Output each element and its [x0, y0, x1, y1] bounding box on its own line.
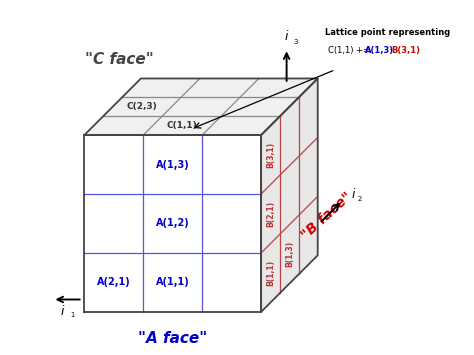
Text: A(1,3): A(1,3)	[156, 159, 190, 170]
Text: Lattice point representing: Lattice point representing	[325, 28, 450, 37]
Text: A(1,1): A(1,1)	[156, 277, 190, 288]
Text: $_3$: $_3$	[293, 37, 299, 47]
Text: C(1,1): C(1,1)	[167, 121, 198, 130]
Text: $i$: $i$	[60, 304, 66, 318]
Polygon shape	[261, 78, 318, 312]
Text: B(2,1): B(2,1)	[266, 201, 275, 227]
Polygon shape	[84, 135, 261, 312]
Polygon shape	[84, 78, 318, 135]
Text: ·: ·	[388, 47, 391, 55]
Text: A(2,1): A(2,1)	[97, 277, 131, 288]
Text: A(1,2): A(1,2)	[156, 218, 190, 229]
Text: B(1,1): B(1,1)	[266, 260, 275, 286]
Text: C(2,3): C(2,3)	[127, 102, 157, 111]
Text: $i$: $i$	[284, 29, 289, 43]
Text: $i$: $i$	[351, 187, 356, 202]
Text: $_2$: $_2$	[356, 195, 362, 204]
Text: C(1,1) +=: C(1,1) +=	[328, 47, 373, 55]
Text: "C face": "C face"	[85, 51, 154, 66]
Text: "B face": "B face"	[299, 190, 355, 243]
Text: A(1,3): A(1,3)	[365, 47, 394, 55]
Text: B(3,1): B(3,1)	[392, 47, 420, 55]
Text: "A face": "A face"	[138, 331, 207, 346]
Text: $_1$: $_1$	[70, 310, 76, 320]
Text: B(1,3): B(1,3)	[285, 241, 294, 267]
Text: B(3,1): B(3,1)	[266, 142, 275, 168]
